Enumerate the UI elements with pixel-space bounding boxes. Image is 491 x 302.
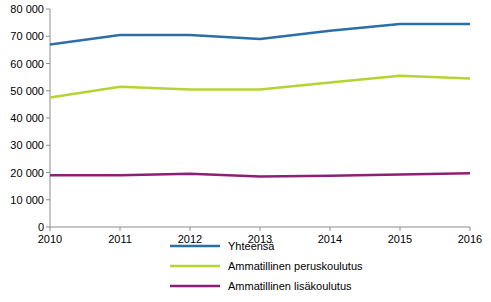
y-tick-label: 80 000 xyxy=(10,3,44,15)
x-tick-label: 2011 xyxy=(108,233,132,245)
series-line xyxy=(50,24,470,44)
y-tick-label: 0 xyxy=(38,221,44,233)
legend-swatch xyxy=(170,285,220,288)
x-tick-label: 2010 xyxy=(38,233,62,245)
chart: 0 10 000 20 000 30 000 40 000 50 000 60 000 70 … xyxy=(0,0,491,302)
y-tick xyxy=(46,145,50,146)
y-tick xyxy=(46,9,50,10)
y-tick-label: 10 000 xyxy=(10,194,44,206)
legend-swatch xyxy=(170,265,220,268)
legend-swatch xyxy=(170,245,220,248)
x-tick-label: 2016 xyxy=(458,233,482,245)
y-tick-label: 60 000 xyxy=(10,58,44,70)
x-tick xyxy=(400,227,401,231)
y-tick-label: 70 000 xyxy=(10,30,44,42)
x-tick xyxy=(260,227,261,231)
y-tick xyxy=(46,227,50,228)
legend-label: Ammatillinen lisäkoulutus xyxy=(228,280,352,292)
series-line xyxy=(50,173,470,176)
legend-label: Yhteensä xyxy=(228,240,275,252)
y-axis xyxy=(50,9,51,227)
x-tick xyxy=(190,227,191,231)
x-tick-label: 2014 xyxy=(318,233,342,245)
x-axis xyxy=(50,227,470,228)
x-tick-label: 2015 xyxy=(388,233,412,245)
series-line xyxy=(50,76,470,98)
y-tick-label: 40 000 xyxy=(10,112,44,124)
x-tick xyxy=(330,227,331,231)
y-tick-label: 30 000 xyxy=(10,139,44,151)
legend-label: Ammatillinen peruskoulutus xyxy=(228,260,363,272)
y-tick xyxy=(46,199,50,200)
x-tick xyxy=(120,227,121,231)
plot-area xyxy=(50,24,470,177)
x-tick-label: 2012 xyxy=(178,233,202,245)
x-tick xyxy=(50,227,51,231)
y-tick xyxy=(46,90,50,91)
y-tick xyxy=(46,36,50,37)
y-tick xyxy=(46,118,50,119)
y-tick-label: 20 000 xyxy=(10,167,44,179)
y-tick-label: 50 000 xyxy=(10,85,44,97)
y-tick xyxy=(46,172,50,173)
y-tick xyxy=(46,63,50,64)
x-tick xyxy=(470,227,471,231)
